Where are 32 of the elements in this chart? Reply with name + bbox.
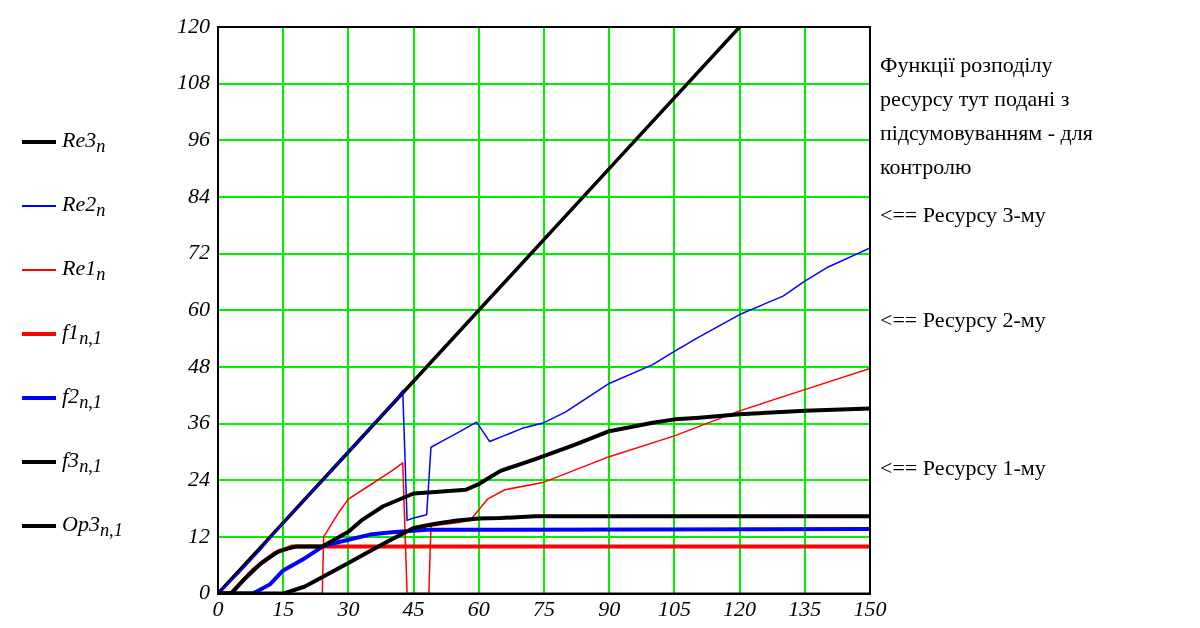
x-tick-label: 150 [853, 595, 887, 621]
text: <== Ресурсу 3-му [880, 202, 1046, 228]
x-tick-label: 45 [402, 595, 425, 621]
text: <== Ресурсу 2-му [880, 307, 1046, 333]
y-tick-label: 108 [177, 69, 210, 95]
text: <== Ресурсу 1-му [880, 455, 1046, 481]
legend-label: Re1$_{n}$ [62, 254, 106, 286]
legend-label: Op3$_{n,1}$ [62, 510, 123, 542]
y-tick-label: 36 [187, 409, 210, 435]
legend-label: f3$_{n,1}$ [62, 446, 103, 478]
y-tick-label: 72 [188, 239, 210, 265]
y-tick-label: 48 [188, 352, 210, 378]
y-tick-label: 60 [188, 296, 210, 322]
y-tick-label: 84 [188, 182, 210, 208]
x-tick-label: 90 [598, 595, 621, 621]
x-tick-label: 15 [272, 595, 295, 621]
x-tick-label: 120 [723, 595, 757, 621]
legend-label: Re3$_{n}$ [62, 126, 106, 158]
x-tick-label: 135 [788, 595, 822, 621]
y-tick-label: 96 [188, 126, 210, 152]
text: Функції розподілу ресурсу тут подані з підсумовуванням - для контролю [880, 51, 1094, 181]
legend-label: f1$_{n,1}$ [62, 318, 103, 350]
y-tick-label: 120 [177, 12, 210, 38]
y-tick-label: 12 [188, 522, 210, 548]
y-tick-label: 0 [199, 579, 210, 605]
x-tick-label: 60 [467, 595, 490, 621]
x-tick-label: 75 [533, 595, 555, 621]
y-tick-label: 24 [188, 466, 210, 492]
x-tick-label: 105 [657, 595, 691, 621]
legend-label: f2$_{n,1}$ [62, 382, 103, 414]
x-tick-label: 30 [336, 595, 360, 621]
legend-label: Re2$_{n}$ [62, 190, 106, 222]
